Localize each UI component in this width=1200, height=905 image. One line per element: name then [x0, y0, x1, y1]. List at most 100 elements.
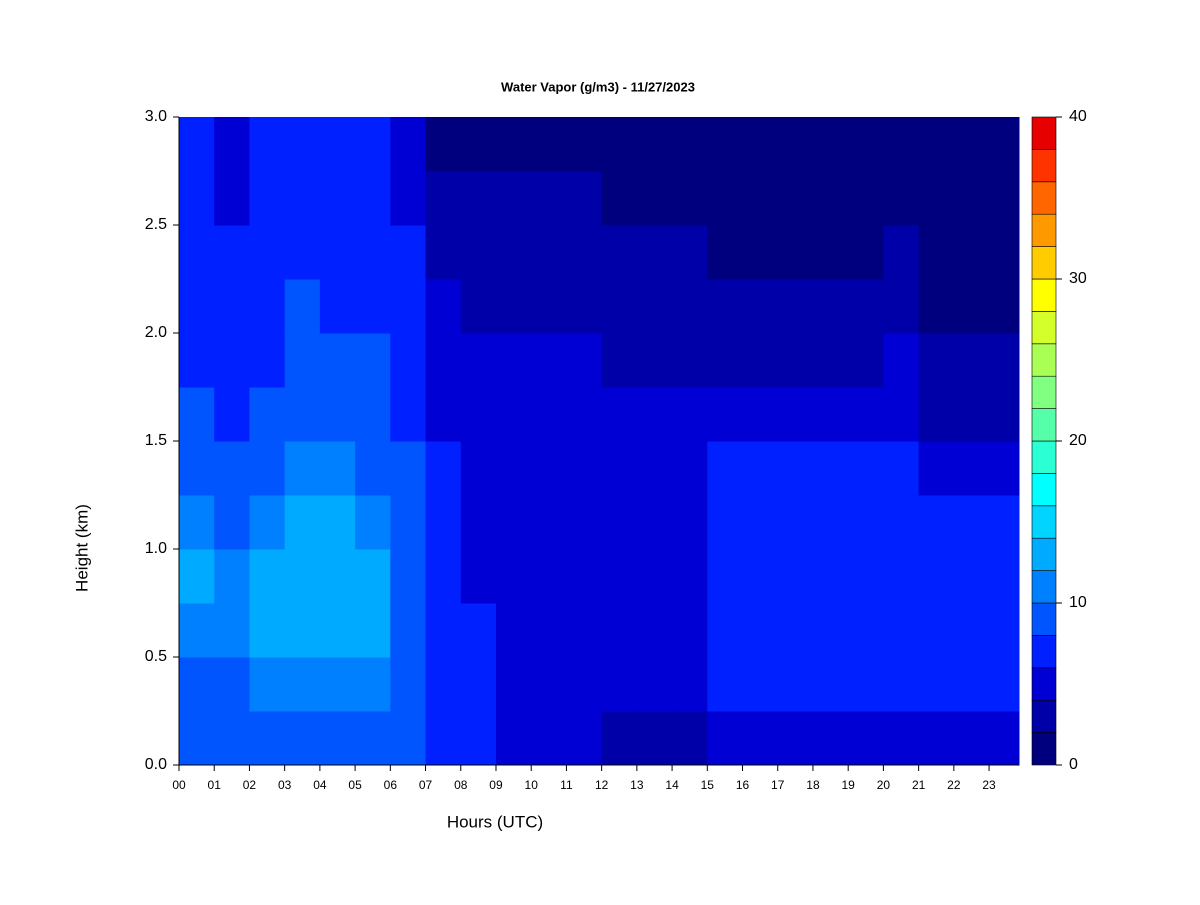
heatmap-cell: [531, 549, 567, 604]
heatmap-cell: [777, 225, 814, 280]
heatmap-cell: [566, 549, 603, 604]
heatmap-cell: [636, 387, 673, 442]
heatmap-cell: [812, 225, 849, 280]
x-tick-label: 16: [736, 778, 750, 792]
heatmap-cell: [460, 279, 497, 334]
heatmap-cell: [319, 549, 356, 604]
heatmap-cell: [531, 711, 567, 766]
heatmap-cell: [777, 441, 814, 496]
heatmap-cell: [848, 711, 884, 766]
heatmap-cell: [672, 333, 708, 388]
heatmap-cell: [953, 549, 990, 604]
heatmap-cell: [601, 711, 638, 766]
heatmap-cell: [601, 657, 638, 712]
x-tick-label: 04: [313, 778, 327, 792]
heatmap-cell: [179, 549, 215, 604]
heatmap-cell: [319, 279, 356, 334]
heatmap-cell: [883, 387, 920, 442]
heatmap-cell: [531, 225, 567, 280]
heatmap-cell: [460, 117, 497, 172]
heatmap-cell: [179, 333, 215, 388]
heatmap-cell: [355, 603, 391, 658]
heatmap-cell: [812, 657, 849, 712]
colorbar-segment: [1031, 246, 1057, 280]
y-tick-label: 1.5: [145, 432, 167, 449]
heatmap-cell: [601, 549, 638, 604]
heatmap-cell: [355, 225, 391, 280]
heatmap-cell: [672, 225, 708, 280]
heatmap-cell: [460, 603, 497, 658]
heatmap-cell: [742, 333, 779, 388]
heatmap-cell: [179, 171, 215, 226]
heatmap-cell: [601, 333, 638, 388]
heatmap-cell: [390, 441, 427, 496]
y-tick-label: 3.0: [145, 108, 167, 125]
heatmap-cell: [319, 711, 356, 766]
heatmap-cell: [425, 495, 462, 550]
heatmap-cell: [566, 333, 603, 388]
heatmap-cell: [214, 117, 250, 172]
heatmap-cell: [249, 441, 286, 496]
colorbar-segment: [1031, 699, 1057, 733]
heatmap-cell: [953, 171, 990, 226]
heatmap-cell: [883, 171, 920, 226]
colorbar-segment: [1031, 505, 1057, 539]
colorbar-segment: [1031, 116, 1057, 150]
heatmap-cell: [425, 387, 462, 442]
heatmap-cell: [495, 603, 532, 658]
x-tick-label: 21: [912, 778, 926, 792]
heatmap-cell: [636, 495, 673, 550]
heatmap-cell: [495, 333, 532, 388]
colorbar-segment: [1031, 602, 1057, 636]
heatmap-cell: [812, 495, 849, 550]
heatmap-cell: [989, 495, 1020, 550]
heatmap-cell: [918, 441, 955, 496]
heatmap-cell: [989, 117, 1020, 172]
x-tick-label: 08: [454, 778, 468, 792]
heatmap-cell: [953, 387, 990, 442]
heatmap-cell: [707, 657, 744, 712]
heatmap-cell: [566, 495, 603, 550]
colorbar-segment: [1031, 440, 1057, 474]
heatmap-cell: [460, 225, 497, 280]
colorbar-segment: [1031, 570, 1057, 604]
heatmap-cell: [284, 279, 321, 334]
heatmap-cell: [883, 117, 920, 172]
colorbar-segment: [1031, 375, 1057, 409]
heatmap-cell: [707, 495, 744, 550]
heatmap-cell: [566, 279, 603, 334]
y-tick-label: 1.0: [145, 540, 167, 557]
heatmap-cell: [812, 711, 849, 766]
x-tick-label: 10: [525, 778, 539, 792]
x-tick-label: 11: [560, 778, 573, 792]
heatmap-cell: [531, 279, 567, 334]
heatmap-cell: [355, 117, 391, 172]
x-tick-label: 03: [278, 778, 292, 792]
x-tick-label: 07: [419, 778, 433, 792]
heatmap-cell: [636, 657, 673, 712]
heatmap-cell: [742, 657, 779, 712]
heatmap-cell: [601, 225, 638, 280]
heatmap-cell: [812, 441, 849, 496]
heatmap-cell: [390, 495, 427, 550]
heatmap-cell: [390, 549, 427, 604]
heatmap-cell: [390, 117, 427, 172]
colorbar-segment: [1031, 213, 1057, 247]
heatmap-cell: [495, 495, 532, 550]
heatmap-cell: [319, 495, 356, 550]
heatmap-cell: [742, 711, 779, 766]
x-tick-label: 12: [595, 778, 609, 792]
heatmap-cell: [777, 603, 814, 658]
heatmap-cell: [672, 441, 708, 496]
heatmap-cell: [355, 279, 391, 334]
heatmap-cell: [848, 225, 884, 280]
heatmap-cell: [566, 711, 603, 766]
heatmap-cell: [319, 387, 356, 442]
heatmap-cell: [672, 603, 708, 658]
heatmap-cell: [636, 225, 673, 280]
heatmap-cell: [601, 495, 638, 550]
colorbar-segment: [1031, 667, 1057, 701]
heatmap-cell: [390, 225, 427, 280]
heatmap-cell: [355, 657, 391, 712]
heatmap-cell: [777, 333, 814, 388]
